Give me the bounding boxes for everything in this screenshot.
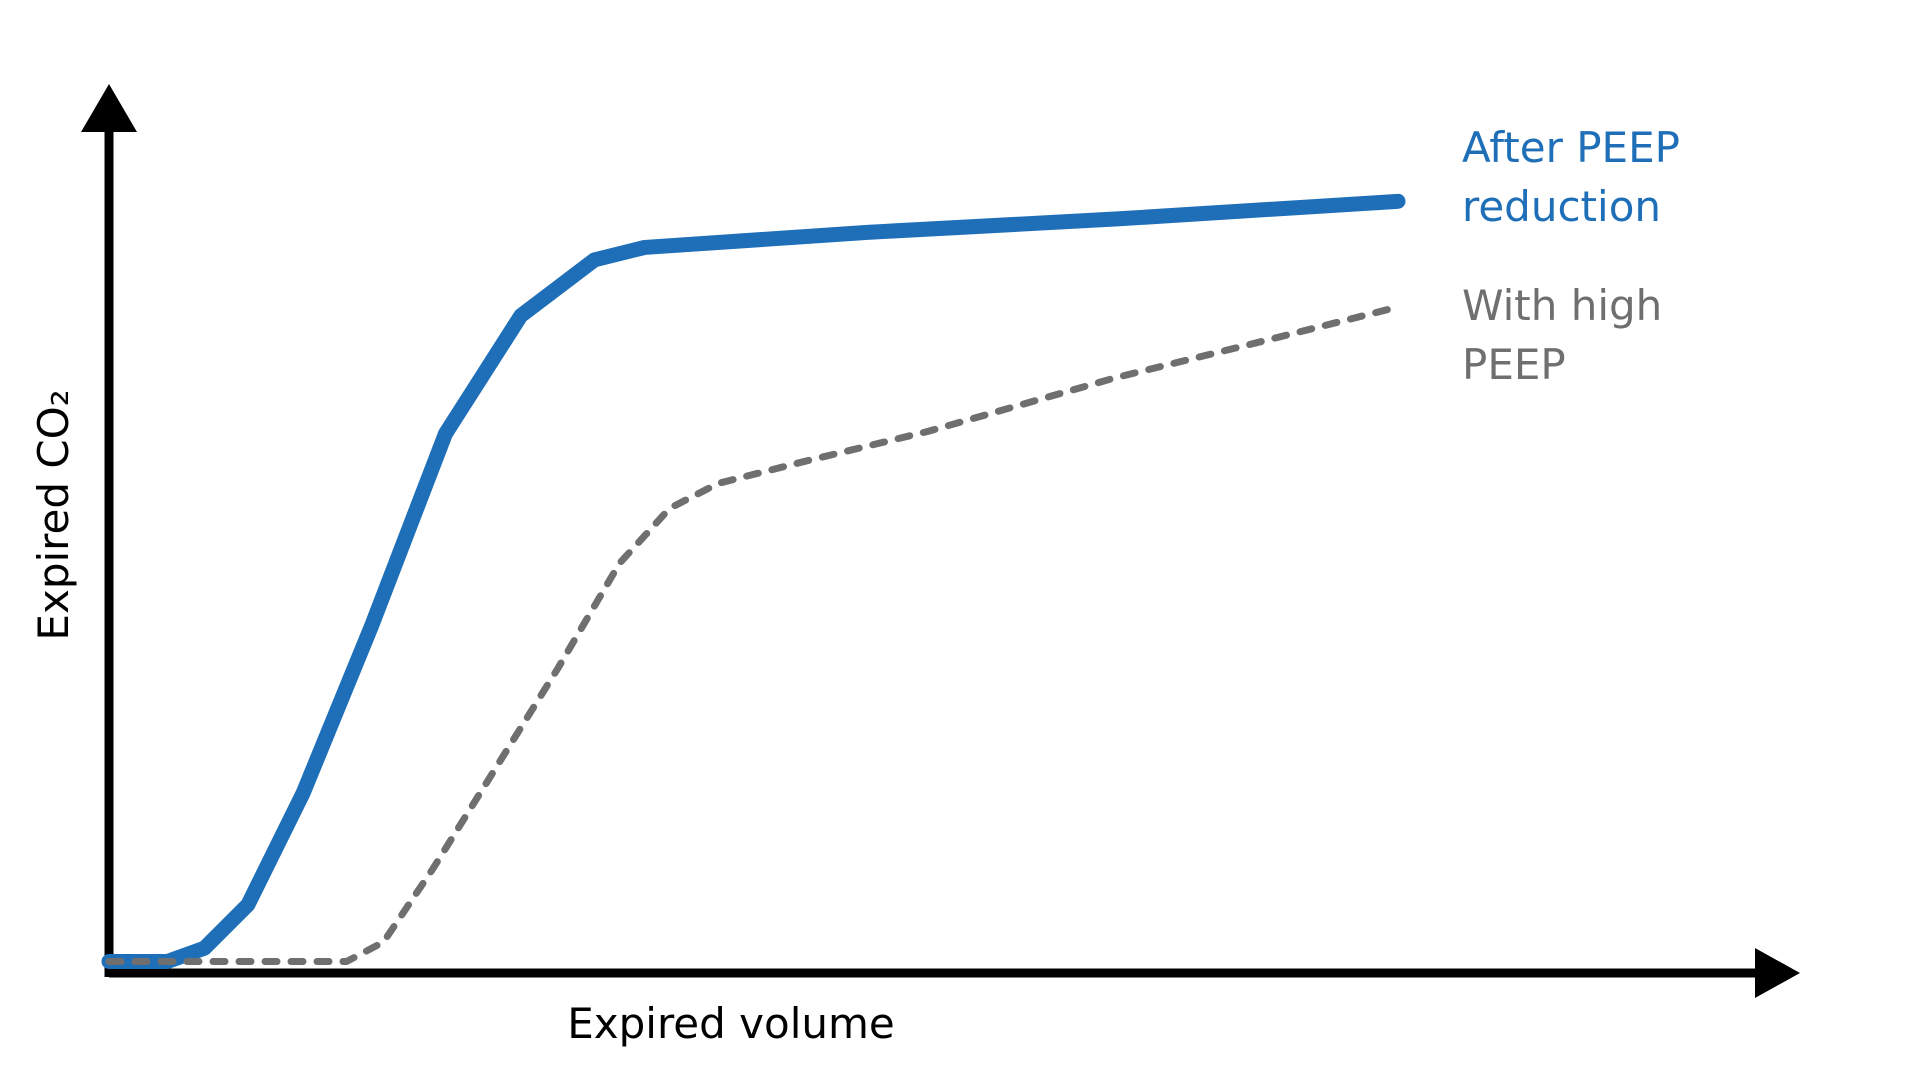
x-axis-label: Expired volume bbox=[567, 999, 895, 1048]
legend-entry: With high PEEP bbox=[1462, 281, 1663, 389]
x-axis-arrow bbox=[1755, 948, 1800, 998]
legend-entry: After PEEP reduction bbox=[1462, 123, 1680, 231]
y-axis-arrow bbox=[81, 84, 137, 132]
data-line bbox=[105, 306, 1392, 965]
data-line bbox=[101, 193, 1406, 969]
y-axis-label: Expired CO₂ bbox=[29, 389, 78, 640]
